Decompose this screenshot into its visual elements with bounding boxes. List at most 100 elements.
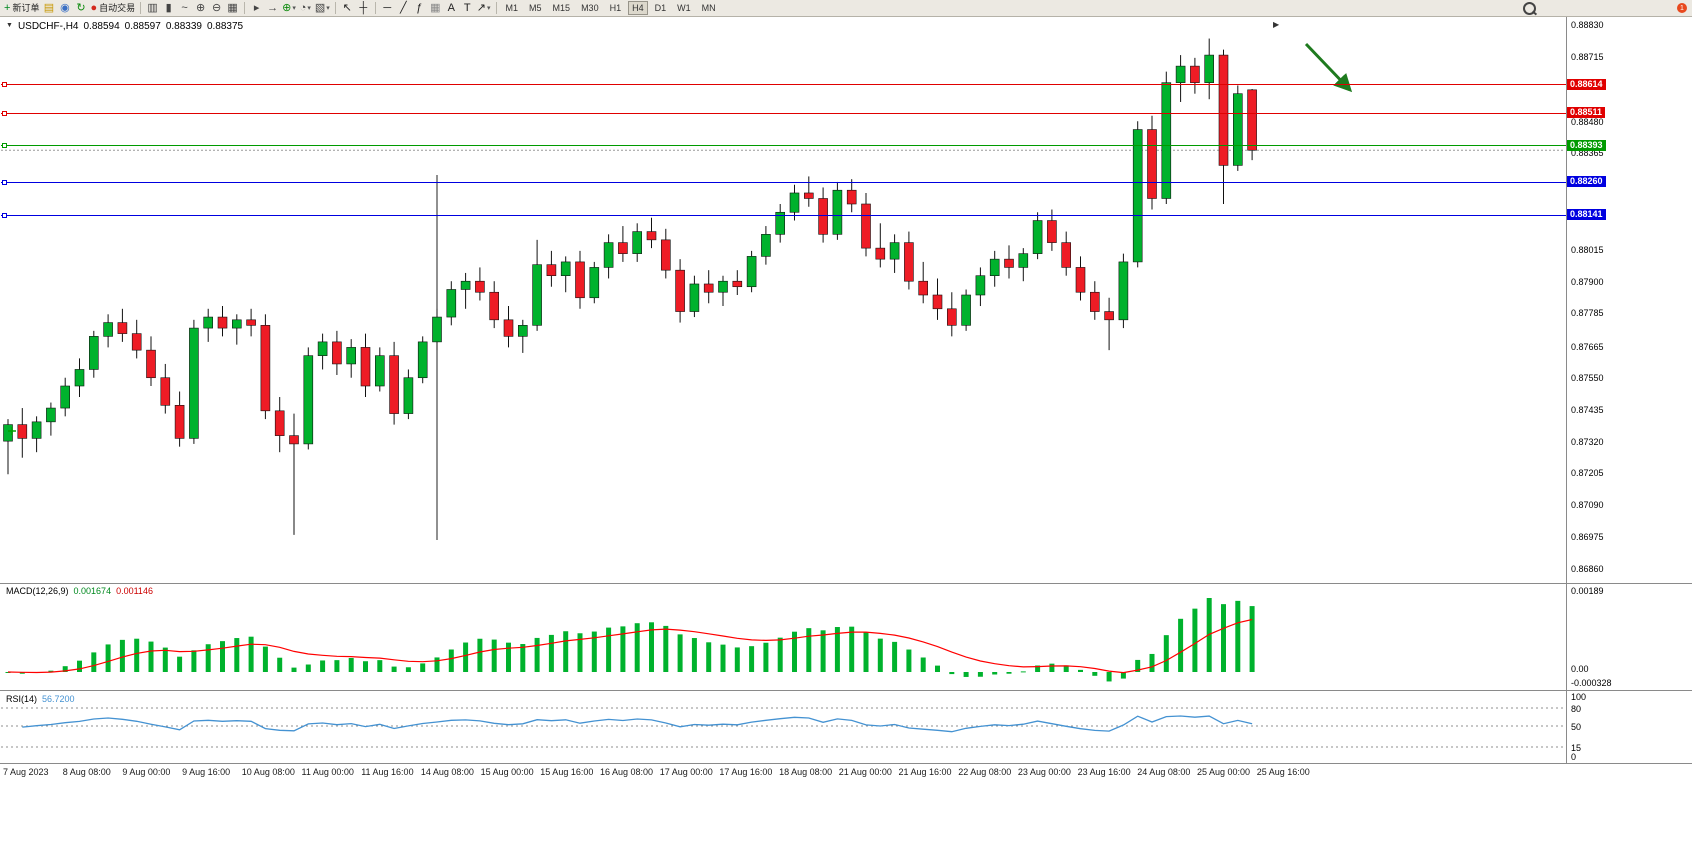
symbol-label: USDCHF-,H4 [17, 21, 79, 32]
timeframe-m15[interactable]: M15 [552, 3, 571, 13]
auto-trading-button[interactable]: ● 自动交易 [89, 1, 136, 15]
toolbar-separator [334, 2, 336, 14]
macd-axis-max: 0.00189 [1571, 586, 1604, 596]
splitter-main-macd[interactable] [0, 583, 1692, 584]
time-label: 7 Aug 2023 [3, 767, 49, 777]
grid-tool-icon[interactable]: ▦ [428, 1, 443, 15]
timeframe-w1[interactable]: W1 [677, 3, 691, 13]
splitter-macd-rsi[interactable] [0, 690, 1692, 691]
cursor-icon[interactable]: ↖ [340, 1, 355, 15]
chart-shift-icon[interactable]: → [265, 1, 280, 15]
period-clock-icon: ◔ [299, 1, 307, 14]
rsi-axis-label: 50 [1571, 722, 1582, 732]
toolbar-separator [244, 2, 246, 14]
toolbar: + 新订单 ▤ ◉ ↻ ● 自动交易 ▥ ▮ ~ ⊕ ⊖ ▦ ▸ → ⊕ ▾ ◔ ▾ ▧ ▾ ↖ ┼ ─ ╱ ƒ ▦ A T ↗ ▾ M1 M5… [0, 0, 1692, 17]
hline-0.88614[interactable] [1, 84, 1566, 86]
templates-icon[interactable]: ▧ ▾ [314, 1, 331, 15]
line-chart-icon[interactable]: ~ [177, 1, 192, 15]
price-tick: 0.86860 [1571, 563, 1604, 574]
price-badge-0.88511: 0.88511 [1567, 107, 1606, 119]
hline-0.88511[interactable] [1, 112, 1566, 114]
time-label: 21 Aug 16:00 [898, 767, 952, 777]
chart-window-icon: ▤ [43, 1, 55, 14]
price-tick: 0.87785 [1571, 308, 1604, 319]
add-indicator-icon[interactable]: ⊕ ▾ [281, 1, 297, 15]
profile-icon[interactable]: ◉ [57, 1, 72, 15]
hline-0.88260[interactable] [1, 181, 1566, 183]
time-label: 15 Aug 16:00 [540, 767, 594, 777]
candlestick-icon: ▮ [165, 1, 172, 14]
text-tool-icon: A [447, 1, 455, 14]
notification-badge[interactable]: 1 [1677, 3, 1687, 13]
fibo-tool-icon[interactable]: ƒ [412, 1, 427, 15]
time-label: 10 Aug 08:00 [241, 767, 295, 777]
time-label: 21 Aug 00:00 [838, 767, 892, 777]
time-label: 18 Aug 08:00 [779, 767, 833, 777]
tile-windows-icon: ▦ [227, 1, 238, 14]
price-tick: 0.88715 [1571, 51, 1604, 62]
price-tick: 0.86975 [1571, 531, 1604, 542]
time-label: 9 Aug 16:00 [182, 767, 231, 777]
time-label: 8 Aug 08:00 [62, 767, 111, 777]
dropdown-caret-icon: ▾ [487, 4, 491, 12]
dropdown-caret-icon: ▾ [307, 4, 311, 12]
timeframe-h1[interactable]: H1 [609, 3, 622, 13]
new-order-button[interactable]: + 新订单 [3, 1, 40, 15]
hline-tool-icon[interactable]: ─ [380, 1, 395, 15]
search-icon[interactable] [1523, 1, 1536, 15]
zoom-out-icon: ⊖ [212, 1, 222, 14]
arrows-tool-icon[interactable]: ↗ ▾ [476, 1, 492, 15]
rsi-name: RSI(14) [6, 694, 38, 704]
timeframe-m1[interactable]: M1 [505, 3, 519, 13]
arrows-tool-icon: ↗ [476, 1, 486, 14]
toolbar-separator [495, 2, 497, 14]
trendline-tool-icon[interactable]: ╱ [396, 1, 411, 15]
hline-handle[interactable] [2, 82, 7, 88]
cursor-icon: ↖ [342, 1, 352, 14]
price-tick: 0.88480 [1571, 116, 1604, 127]
hline-handle[interactable] [2, 143, 7, 149]
tile-windows-icon[interactable]: ▦ [225, 1, 240, 15]
time-label: 9 Aug 00:00 [122, 767, 171, 777]
refresh-icon[interactable]: ↻ [73, 1, 88, 15]
hline-handle[interactable] [2, 110, 7, 116]
hline-0.88393[interactable] [1, 145, 1566, 147]
macd-main-value: 0.001674 [73, 586, 112, 596]
timeframe-mn[interactable]: MN [701, 3, 716, 13]
period-clock-icon[interactable]: ◔ ▾ [298, 1, 313, 15]
hline-handle[interactable] [2, 179, 7, 185]
chart-window-icon[interactable]: ▤ [41, 1, 56, 15]
time-label: 11 Aug 00:00 [301, 767, 354, 777]
trendline-tool-icon: ╱ [399, 1, 407, 14]
timeframe-m30[interactable]: M30 [581, 3, 599, 13]
ohlc-close: 0.88375 [206, 21, 244, 32]
timeframe-m5[interactable]: M5 [529, 3, 542, 13]
price-tick: 0.87320 [1571, 436, 1604, 447]
textbox-tool-icon[interactable]: T [460, 1, 475, 15]
splitter-rsi-timeaxis [0, 763, 1692, 764]
bar-chart-icon[interactable]: ▥ [145, 1, 160, 15]
zoom-out-icon[interactable]: ⊖ [209, 1, 224, 15]
hline-handle[interactable] [2, 212, 7, 218]
hline-0.88141[interactable] [1, 214, 1566, 216]
timeframe-d1[interactable]: D1 [654, 3, 667, 13]
timeframe-h4[interactable]: H4 [628, 1, 648, 15]
auto-scroll-icon[interactable]: ▸ [249, 1, 264, 15]
line-chart-icon: ~ [181, 1, 188, 14]
time-label: 15 Aug 00:00 [480, 767, 534, 777]
time-label: 16 Aug 08:00 [600, 767, 654, 777]
bar-chart-icon: ▥ [147, 1, 158, 14]
chart-title: ▼ USDCHF-,H4 0.88594 0.88597 0.88339 0.8… [6, 21, 243, 32]
zoom-in-icon[interactable]: ⊕ [193, 1, 208, 15]
candlestick-icon[interactable]: ▮ [161, 1, 176, 15]
crosshair-icon[interactable]: ┼ [356, 1, 371, 15]
price-tick: 0.87900 [1571, 276, 1604, 287]
fibo-tool-icon: ƒ [416, 1, 423, 14]
symbol-dropdown-icon[interactable]: ▼ [6, 22, 13, 29]
time-label: 11 Aug 16:00 [361, 767, 414, 777]
macd-name: MACD(12,26,9) [6, 586, 69, 596]
chart-shift-marker-icon[interactable]: ▶ [1273, 20, 1280, 29]
text-tool-icon[interactable]: A [444, 1, 459, 15]
